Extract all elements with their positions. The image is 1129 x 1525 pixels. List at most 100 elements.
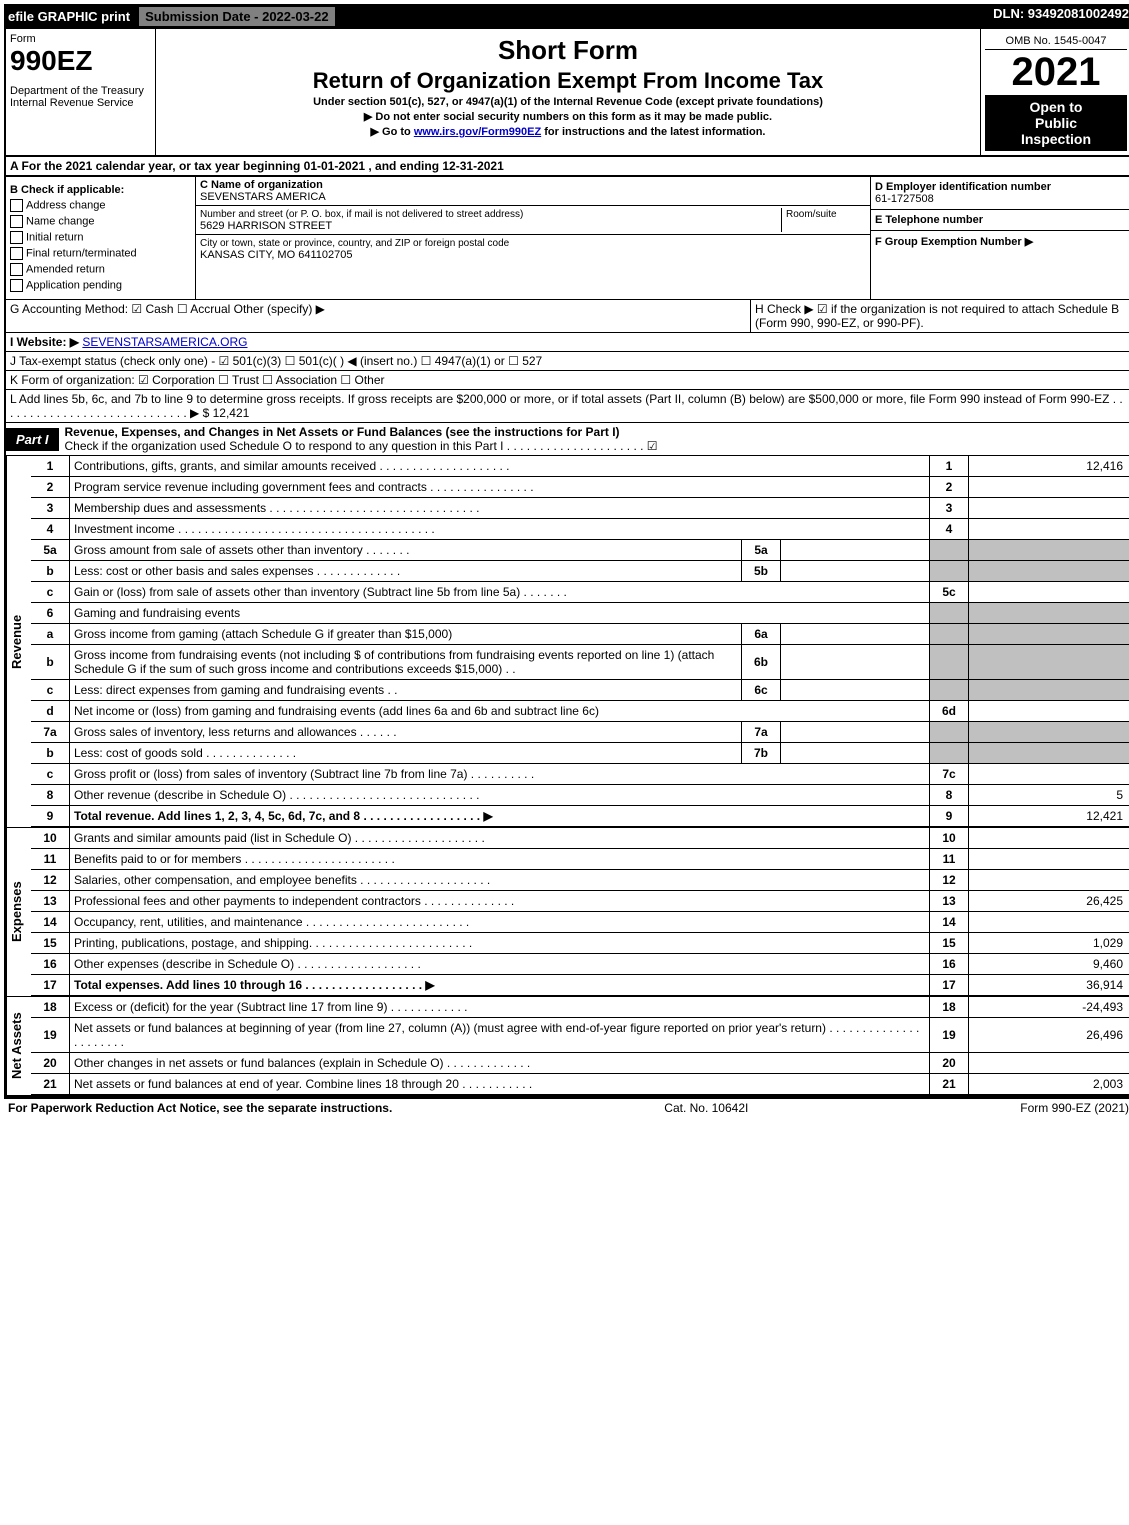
website-link[interactable]: SEVENSTARSAMERICA.ORG bbox=[82, 335, 247, 349]
section-c: C Name of organization SEVENSTARS AMERIC… bbox=[196, 177, 871, 299]
top-bar: efile GRAPHIC print Submission Date - 20… bbox=[4, 4, 1129, 29]
line-6a: a Gross income from gaming (attach Sched… bbox=[31, 624, 1129, 645]
header-center: Short Form Return of Organization Exempt… bbox=[156, 29, 981, 155]
header-left: Form 990EZ Department of the Treasury In… bbox=[6, 29, 156, 155]
line-16: 16 Other expenses (describe in Schedule … bbox=[31, 954, 1129, 975]
line-7b: b Less: cost of goods sold . . . . . . .… bbox=[31, 743, 1129, 764]
section-e: E Telephone number bbox=[871, 210, 1129, 231]
section-g: G Accounting Method: ☑ Cash ☐ Accrual Ot… bbox=[6, 300, 751, 332]
line-5c: c Gain or (loss) from sale of assets oth… bbox=[31, 582, 1129, 603]
efile-label: efile GRAPHIC print bbox=[8, 9, 130, 24]
line-6d: d Net income or (loss) from gaming and f… bbox=[31, 701, 1129, 722]
line-4: 4 Investment income . . . . . . . . . . … bbox=[31, 519, 1129, 540]
line-5a: 5a Gross amount from sale of assets othe… bbox=[31, 540, 1129, 561]
org-name: SEVENSTARS AMERICA bbox=[200, 191, 326, 203]
line-14: 14 Occupancy, rent, utilities, and maint… bbox=[31, 912, 1129, 933]
submission-date: Submission Date - 2022-03-22 bbox=[138, 6, 336, 27]
section-k: K Form of organization: ☑ Corporation ☐ … bbox=[4, 371, 1129, 390]
expenses-vertical-label: Expenses bbox=[6, 828, 31, 996]
line-20: 20 Other changes in net assets or fund b… bbox=[31, 1053, 1129, 1074]
revenue-table: 1 Contributions, gifts, grants, and simi… bbox=[31, 456, 1129, 827]
expenses-section: Expenses 10 Grants and similar amounts p… bbox=[4, 827, 1129, 996]
line-19: 19 Net assets or fund balances at beginn… bbox=[31, 1018, 1129, 1053]
form-note-1: ▶ Do not enter social security numbers o… bbox=[160, 110, 976, 123]
line-11: 11 Benefits paid to or for members . . .… bbox=[31, 849, 1129, 870]
section-i: I Website: ▶ SEVENSTARSAMERICA.ORG bbox=[4, 333, 1129, 352]
line-8: 8 Other revenue (describe in Schedule O)… bbox=[31, 785, 1129, 806]
line-6: 6 Gaming and fundraising events bbox=[31, 603, 1129, 624]
line-6c: c Less: direct expenses from gaming and … bbox=[31, 680, 1129, 701]
line-15: 15 Printing, publications, postage, and … bbox=[31, 933, 1129, 954]
open-public-badge: Open to Public Inspection bbox=[985, 95, 1127, 151]
section-l-value: 12,421 bbox=[213, 406, 250, 420]
opt-name-change: Name change bbox=[10, 215, 191, 228]
section-f: F Group Exemption Number ▶ bbox=[871, 231, 1129, 252]
part-1-header: Part I Revenue, Expenses, and Changes in… bbox=[4, 423, 1129, 456]
city-label: City or town, state or province, country… bbox=[200, 238, 509, 249]
revenue-vertical-label: Revenue bbox=[6, 456, 31, 827]
dept-treasury: Department of the Treasury bbox=[10, 85, 151, 97]
entity-grid: B Check if applicable: Address change Na… bbox=[4, 177, 1129, 300]
expenses-table: 10 Grants and similar amounts paid (list… bbox=[31, 828, 1129, 996]
footer-left: For Paperwork Reduction Act Notice, see … bbox=[8, 1101, 392, 1115]
footer-right: Form 990-EZ (2021) bbox=[1020, 1101, 1129, 1115]
opt-application-pending: Application pending bbox=[10, 279, 191, 292]
netassets-table: 18 Excess or (deficit) for the year (Sub… bbox=[31, 997, 1129, 1095]
netassets-vertical-label: Net Assets bbox=[6, 997, 31, 1095]
website-label: I Website: ▶ bbox=[10, 335, 79, 349]
opt-final-return: Final return/terminated bbox=[10, 247, 191, 260]
line-10: 10 Grants and similar amounts paid (list… bbox=[31, 828, 1129, 849]
section-a: A For the 2021 calendar year, or tax yea… bbox=[4, 157, 1129, 177]
form-title-1: Short Form bbox=[160, 35, 976, 66]
section-l-text: L Add lines 5b, 6c, and 7b to line 9 to … bbox=[10, 392, 1123, 420]
header-right: OMB No. 1545-0047 2021 Open to Public In… bbox=[981, 29, 1129, 155]
sections-gh: G Accounting Method: ☑ Cash ☐ Accrual Ot… bbox=[4, 300, 1129, 333]
part-1-label: Part I bbox=[6, 428, 59, 451]
opt-initial-return: Initial return bbox=[10, 231, 191, 244]
line-2: 2 Program service revenue including gove… bbox=[31, 477, 1129, 498]
line-1: 1 Contributions, gifts, grants, and simi… bbox=[31, 456, 1129, 477]
irs-link[interactable]: www.irs.gov/Form990EZ bbox=[414, 126, 541, 138]
opt-address-change: Address change bbox=[10, 199, 191, 212]
line-5b: b Less: cost or other basis and sales ex… bbox=[31, 561, 1129, 582]
line-12: 12 Salaries, other compensation, and emp… bbox=[31, 870, 1129, 891]
section-h: H Check ▶ ☑ if the organization is not r… bbox=[751, 300, 1129, 332]
part-1-title: Revenue, Expenses, and Changes in Net As… bbox=[65, 425, 620, 439]
group-exemption-label: F Group Exemption Number ▶ bbox=[875, 236, 1033, 248]
line-13: 13 Professional fees and other payments … bbox=[31, 891, 1129, 912]
open-line-1: Open to bbox=[989, 99, 1123, 115]
street-block: Number and street (or P. O. box, if mail… bbox=[196, 206, 870, 235]
section-b: B Check if applicable: Address change Na… bbox=[6, 177, 196, 299]
line-21: 21 Net assets or fund balances at end of… bbox=[31, 1074, 1129, 1095]
form-label: Form bbox=[10, 33, 151, 45]
room-label: Room/suite bbox=[786, 209, 837, 220]
line-17: 17 Total expenses. Add lines 10 through … bbox=[31, 975, 1129, 996]
line-6b: b Gross income from fundraising events (… bbox=[31, 645, 1129, 680]
part-1-desc: Revenue, Expenses, and Changes in Net As… bbox=[59, 423, 1129, 455]
ein-value: 61-1727508 bbox=[875, 193, 934, 205]
form-number: 990EZ bbox=[10, 45, 151, 77]
line-9: 9 Total revenue. Add lines 1, 2, 3, 4, 5… bbox=[31, 806, 1129, 827]
tax-year: 2021 bbox=[985, 50, 1127, 95]
street-value: 5629 HARRISON STREET bbox=[200, 220, 332, 232]
dln: DLN: 93492081002492 bbox=[993, 6, 1129, 27]
part-1-subtitle: Check if the organization used Schedule … bbox=[65, 439, 658, 453]
city-value: KANSAS CITY, MO 641102705 bbox=[200, 249, 352, 261]
line-7a: 7a Gross sales of inventory, less return… bbox=[31, 722, 1129, 743]
open-line-3: Inspection bbox=[989, 131, 1123, 147]
phone-label: E Telephone number bbox=[875, 214, 983, 226]
section-l: L Add lines 5b, 6c, and 7b to line 9 to … bbox=[4, 390, 1129, 423]
org-name-block: C Name of organization SEVENSTARS AMERIC… bbox=[196, 177, 870, 206]
section-d: D Employer identification number 61-1727… bbox=[871, 177, 1129, 210]
name-label: C Name of organization bbox=[200, 179, 323, 191]
revenue-section: Revenue 1 Contributions, gifts, grants, … bbox=[4, 456, 1129, 827]
line-3: 3 Membership dues and assessments . . . … bbox=[31, 498, 1129, 519]
omb-number: OMB No. 1545-0047 bbox=[985, 33, 1127, 50]
line-7c: c Gross profit or (loss) from sales of i… bbox=[31, 764, 1129, 785]
line-18: 18 Excess or (deficit) for the year (Sub… bbox=[31, 997, 1129, 1018]
netassets-section: Net Assets 18 Excess or (deficit) for th… bbox=[4, 996, 1129, 1097]
page-footer: For Paperwork Reduction Act Notice, see … bbox=[4, 1097, 1129, 1117]
form-header: Form 990EZ Department of the Treasury In… bbox=[4, 29, 1129, 157]
street-label: Number and street (or P. O. box, if mail… bbox=[200, 209, 523, 220]
form-note-2: ▶ Go to www.irs.gov/Form990EZ for instru… bbox=[160, 125, 976, 138]
